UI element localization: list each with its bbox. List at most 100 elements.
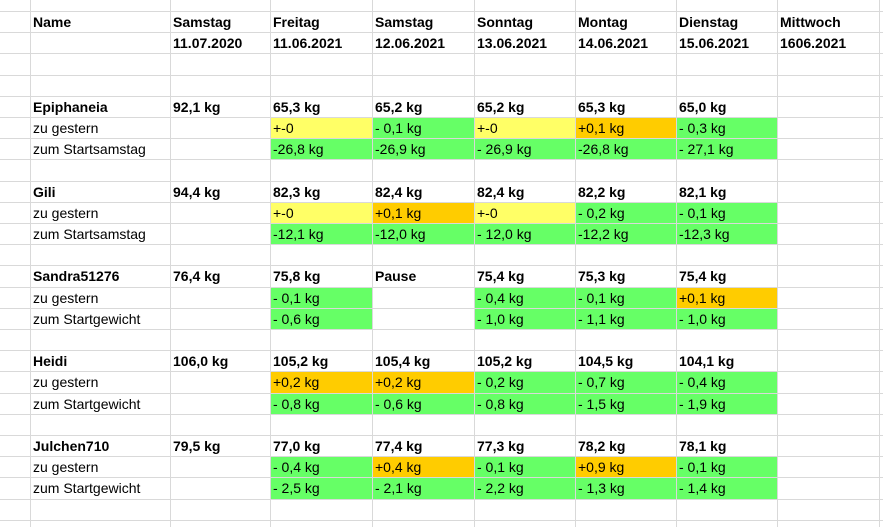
- weight-cell[interactable]: 79,5 kg: [173, 438, 221, 454]
- change-cell[interactable]: - 0,1 kg: [575, 286, 676, 309]
- change-cell[interactable]: -12,3 kg: [676, 223, 777, 245]
- header-date[interactable]: 14.06.2021: [578, 35, 649, 52]
- change-cell[interactable]: [777, 393, 879, 415]
- weight-cell[interactable]: 78,1 kg: [679, 438, 727, 454]
- change-cell[interactable]: - 0,4 kg: [676, 371, 777, 394]
- header-date[interactable]: 13.06.2021: [477, 35, 548, 52]
- header-date[interactable]: 11.07.2020: [173, 35, 243, 52]
- change-cell[interactable]: [170, 393, 270, 415]
- change-cell[interactable]: - 0,8 kg: [270, 392, 372, 415]
- change-cell[interactable]: [372, 308, 474, 330]
- change-cell[interactable]: [170, 138, 270, 160]
- participant-name[interactable]: Sandra51276: [33, 268, 120, 285]
- change-cell[interactable]: [777, 308, 879, 330]
- weight-cell[interactable]: 82,3 kg: [273, 183, 321, 200]
- change-cell[interactable]: -26,8 kg: [270, 138, 372, 161]
- weight-cell[interactable]: Pause: [375, 268, 417, 285]
- change-cell[interactable]: [777, 371, 879, 393]
- weight-cell[interactable]: [777, 435, 879, 457]
- change-cell[interactable]: - 1,1 kg: [575, 307, 676, 330]
- weight-cell[interactable]: 76,4 kg: [173, 268, 221, 285]
- weight-cell[interactable]: 65,2 kg: [477, 98, 525, 115]
- change-cell[interactable]: - 1,0 kg: [474, 307, 575, 330]
- change-cell[interactable]: [777, 456, 879, 478]
- change-cell[interactable]: - 0,1 kg: [372, 117, 474, 139]
- header-date[interactable]: 1606.2021: [780, 35, 847, 52]
- header-date[interactable]: 11.06.2021: [273, 35, 343, 52]
- change-cell[interactable]: - 0,6 kg: [270, 307, 372, 330]
- weight-cell[interactable]: [777, 350, 879, 372]
- weight-cell[interactable]: 105,2 kg: [273, 353, 329, 370]
- change-cell[interactable]: - 1,5 kg: [575, 392, 676, 415]
- change-cell[interactable]: +0,2 kg: [270, 371, 372, 394]
- change-cell[interactable]: [777, 117, 879, 139]
- change-cell[interactable]: -12,0 kg: [372, 223, 474, 245]
- change-cell[interactable]: -12,1 kg: [270, 223, 372, 245]
- change-cell[interactable]: - 12,0 kg: [474, 223, 575, 245]
- change-cell[interactable]: - 1,4 kg: [676, 477, 777, 500]
- change-cell[interactable]: -26,9 kg: [372, 138, 474, 161]
- change-cell[interactable]: [777, 138, 879, 160]
- weight-cell[interactable]: 75,8 kg: [273, 268, 321, 285]
- row-label[interactable]: zum Startgewicht: [33, 395, 141, 412]
- row-label[interactable]: zu gestern: [33, 120, 99, 136]
- change-cell[interactable]: - 0,8 kg: [474, 392, 575, 415]
- change-cell[interactable]: [170, 223, 270, 245]
- change-cell[interactable]: +0,1 kg: [372, 201, 474, 224]
- header-day[interactable]: Sonntag: [477, 14, 533, 30]
- header-day[interactable]: Mittwoch: [780, 14, 841, 30]
- weight-cell[interactable]: 78,2 kg: [578, 438, 626, 454]
- change-cell[interactable]: [170, 371, 270, 393]
- change-cell[interactable]: - 0,2 kg: [575, 201, 676, 224]
- row-label[interactable]: zum Startgewicht: [33, 480, 141, 497]
- change-cell[interactable]: +0,1 kg: [575, 117, 676, 139]
- change-cell[interactable]: - 0,1 kg: [676, 201, 777, 224]
- change-cell[interactable]: [777, 202, 879, 224]
- change-cell[interactable]: [372, 287, 474, 309]
- row-label[interactable]: zu gestern: [33, 459, 99, 476]
- weight-cell[interactable]: 65,3 kg: [578, 98, 626, 115]
- change-cell[interactable]: - 2,2 kg: [474, 477, 575, 500]
- weight-cell[interactable]: 82,4 kg: [375, 183, 423, 200]
- change-cell[interactable]: [170, 456, 270, 478]
- change-cell[interactable]: [777, 223, 879, 245]
- change-cell[interactable]: - 26,9 kg: [474, 138, 575, 161]
- weight-cell[interactable]: 75,4 kg: [477, 268, 525, 285]
- weight-cell[interactable]: 92,1 kg: [173, 98, 221, 115]
- weight-cell[interactable]: [777, 181, 879, 203]
- header-day[interactable]: Samstag: [375, 14, 434, 30]
- weight-cell[interactable]: 105,2 kg: [477, 353, 533, 370]
- weight-cell[interactable]: 65,0 kg: [679, 98, 727, 115]
- change-cell[interactable]: +-0: [474, 201, 575, 224]
- weight-cell[interactable]: 82,1 kg: [679, 183, 727, 200]
- row-label[interactable]: zu gestern: [33, 289, 99, 306]
- change-cell[interactable]: - 2,1 kg: [372, 477, 474, 500]
- change-cell[interactable]: - 0,6 kg: [372, 392, 474, 415]
- change-cell[interactable]: +-0: [270, 201, 372, 224]
- row-label[interactable]: zum Startgewicht: [33, 310, 141, 327]
- change-cell[interactable]: - 0,2 kg: [474, 371, 575, 394]
- header-day[interactable]: Freitag: [273, 14, 320, 30]
- change-cell[interactable]: +0,9 kg: [575, 456, 676, 479]
- change-cell[interactable]: [777, 287, 879, 309]
- weight-cell[interactable]: 106,0 kg: [173, 353, 229, 370]
- header-date[interactable]: 15.06.2021: [679, 35, 750, 52]
- header-day[interactable]: Samstag: [173, 14, 232, 30]
- change-cell[interactable]: +-0: [270, 117, 372, 139]
- change-cell[interactable]: [170, 308, 270, 330]
- change-cell[interactable]: - 1,0 kg: [676, 307, 777, 330]
- header-date[interactable]: 12.06.2021: [375, 35, 446, 52]
- weight-cell[interactable]: 77,3 kg: [477, 438, 525, 454]
- change-cell[interactable]: - 0,4 kg: [474, 286, 575, 309]
- change-cell[interactable]: - 27,1 kg: [676, 138, 777, 161]
- weight-cell[interactable]: [777, 265, 879, 287]
- change-cell[interactable]: +0,1 kg: [676, 286, 777, 309]
- weight-cell[interactable]: 105,4 kg: [375, 353, 431, 370]
- change-cell[interactable]: - 0,4 kg: [270, 456, 372, 479]
- change-cell[interactable]: - 0,1 kg: [474, 456, 575, 479]
- weight-cell[interactable]: 82,4 kg: [477, 183, 525, 200]
- participant-name[interactable]: Julchen710: [33, 438, 110, 454]
- header-day[interactable]: Dienstag: [679, 14, 739, 30]
- change-cell[interactable]: - 0,3 kg: [676, 117, 777, 139]
- change-cell[interactable]: - 1,9 kg: [676, 392, 777, 415]
